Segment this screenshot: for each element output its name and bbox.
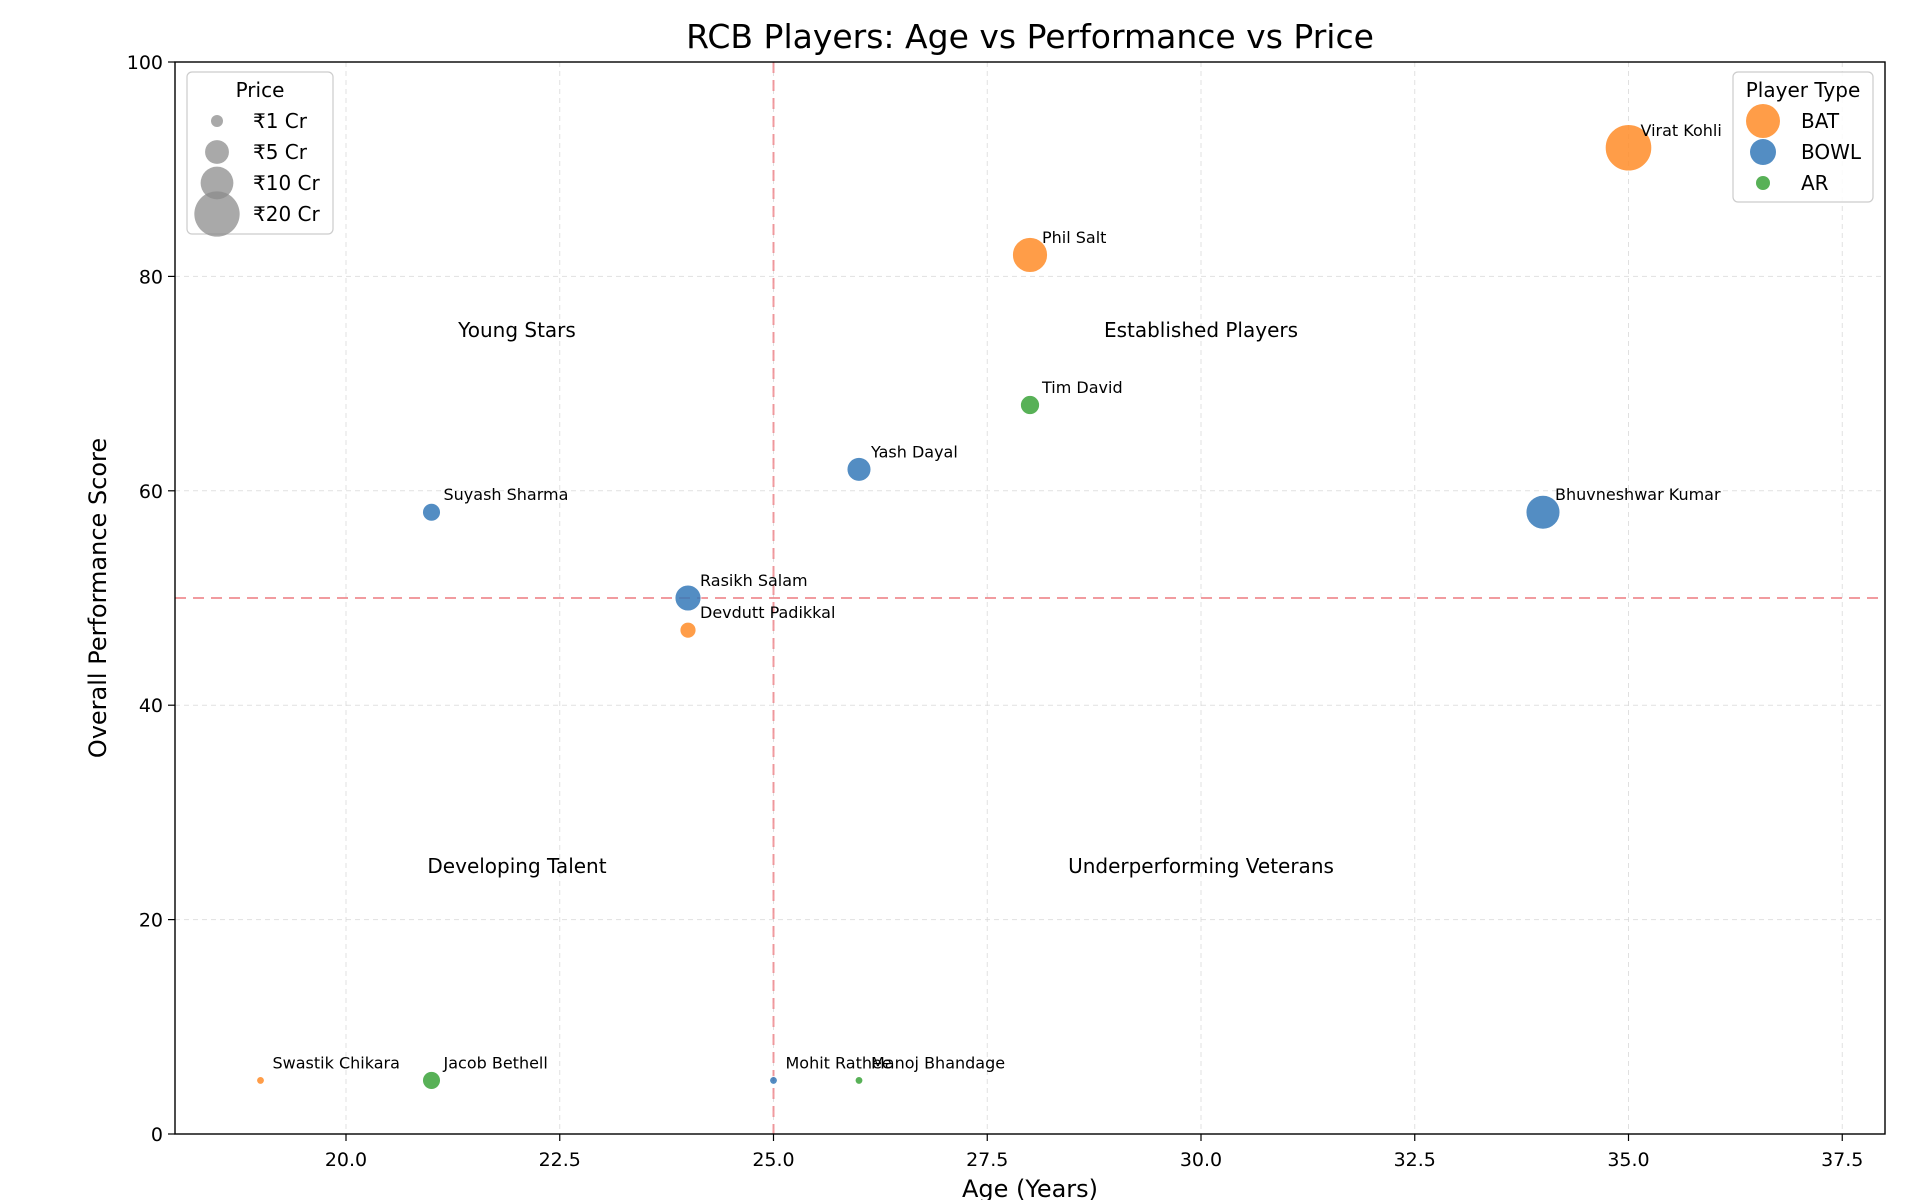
data-point (679, 621, 697, 639)
type-legend-marker (1750, 139, 1776, 165)
quadrant-label: Underperforming Veterans (1068, 854, 1334, 878)
data-point (1012, 237, 1048, 273)
price-legend-title: Price (236, 78, 285, 102)
type-legend-frame (1732, 71, 1874, 203)
x-tick-label: 25.0 (752, 1149, 794, 1171)
point-label: Mohit Rathee (786, 1053, 892, 1072)
plot-frame (174, 61, 1886, 1135)
y-tick-label: 100 (127, 52, 163, 74)
data-point (1604, 124, 1653, 172)
y-tick-label: 0 (151, 1124, 163, 1146)
point-label: Rasikh Salam (700, 571, 808, 590)
axis-ticks: 20.0 22.5 25.0 27.5 30.0 32.5 35.0 37.5 0 20 40 60 8… (127, 52, 1864, 1171)
point-label: Suyash Sharma (444, 485, 569, 504)
quadrant-label: Developing Talent (427, 854, 606, 878)
point-label: Devdutt Padikkal (700, 603, 835, 622)
data-point (1525, 494, 1561, 530)
quadrant-label: Established Players (1104, 318, 1298, 342)
point-label: Virat Kohli (1641, 121, 1722, 140)
x-tick-label: 22.5 (539, 1149, 581, 1171)
price-legend-label: ₹5 Cr (253, 140, 308, 164)
y-tick-label: 40 (139, 695, 163, 717)
point-label: Manoj Bhandage (871, 1053, 1005, 1072)
reference-lines (175, 62, 1885, 1134)
y-tick-label: 80 (139, 266, 163, 288)
point-label: Phil Salt (1042, 228, 1106, 247)
x-axis-label: Age (Years) (962, 1175, 1098, 1200)
price-legend-label: ₹10 Cr (253, 171, 320, 195)
type-legend-marker (1756, 176, 1770, 190)
data-point (674, 584, 702, 612)
data-point (1020, 395, 1040, 415)
x-tick-label: 30.0 (1180, 1149, 1222, 1171)
data-points (256, 124, 1653, 1090)
y-tick-label: 60 (139, 481, 163, 503)
data-point (422, 502, 441, 522)
chart-title: RCB Players: Age vs Performance vs Price (686, 17, 1374, 56)
price-legend: Price ₹1 Cr ₹5 Cr ₹10 Cr ₹20 Cr (186, 71, 334, 237)
price-legend-marker (205, 140, 229, 164)
price-legend-marker (194, 191, 240, 237)
price-legend-label: ₹20 Cr (253, 202, 320, 226)
point-label: Swastik Chikara (273, 1053, 400, 1072)
data-point (256, 1076, 265, 1085)
price-legend-marker (200, 166, 234, 200)
data-point (769, 1076, 778, 1085)
point-label: Tim David (1041, 378, 1123, 397)
price-legend-label: ₹1 Cr (253, 109, 308, 133)
y-tick-label: 20 (139, 910, 163, 932)
data-point (854, 1076, 864, 1085)
type-legend-label: BAT (1801, 109, 1840, 133)
x-tick-label: 20.0 (325, 1149, 367, 1171)
x-tick-label: 32.5 (1394, 1149, 1436, 1171)
type-legend-label: AR (1801, 171, 1829, 195)
x-tick-label: 35.0 (1607, 1149, 1649, 1171)
type-legend-marker (1746, 104, 1780, 138)
data-point (422, 1071, 441, 1090)
type-legend-title: Player Type (1746, 78, 1861, 102)
price-legend-marker (211, 115, 223, 127)
data-point (846, 457, 872, 482)
point-label: Yash Dayal (870, 442, 958, 461)
point-labels: Virat Kohli Phil Salt Tim David Yash Dayal S… (273, 121, 1722, 1073)
player-type-legend: Player Type BAT BOWL AR (1732, 71, 1874, 203)
x-tick-label: 27.5 (966, 1149, 1008, 1171)
point-label: Bhuvneshwar Kumar (1555, 485, 1721, 504)
quadrant-label: Young Stars (457, 318, 576, 342)
type-legend-label: BOWL (1801, 140, 1862, 164)
y-axis-label: Overall Performance Score (84, 438, 112, 758)
point-label: Jacob Bethell (443, 1053, 548, 1072)
quadrant-labels: Young Stars Established Players Developing… (427, 318, 1334, 878)
x-tick-label: 37.5 (1821, 1149, 1863, 1171)
